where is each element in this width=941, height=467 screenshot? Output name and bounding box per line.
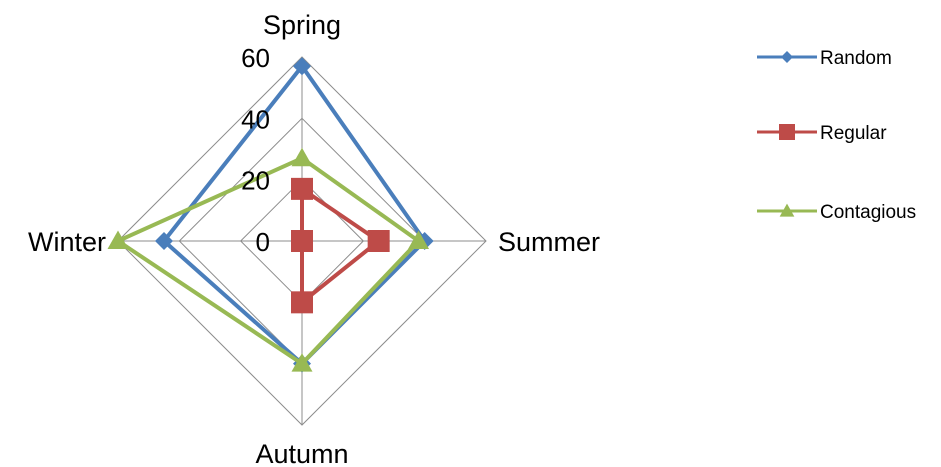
point-contagious-spring bbox=[291, 147, 313, 167]
category-labels: Spring Summer Autumn Winter bbox=[28, 10, 600, 467]
legend-item-contagious: Contagious bbox=[757, 202, 916, 223]
tick-label-40: 40 bbox=[241, 104, 270, 134]
legend: Random Regular Contagious bbox=[757, 48, 916, 223]
category-label-spring: Spring bbox=[263, 10, 341, 40]
tick-label-0: 0 bbox=[256, 227, 270, 257]
legend-marker-random bbox=[781, 51, 793, 63]
radial-tick-labels: 0 20 40 60 bbox=[241, 43, 270, 257]
series-line-random bbox=[161, 62, 428, 367]
point-regular-winter bbox=[291, 230, 313, 252]
point-random-winter bbox=[155, 232, 173, 250]
series-contagious bbox=[107, 147, 430, 372]
point-random-spring bbox=[293, 57, 311, 76]
series-random bbox=[155, 57, 434, 373]
legend-item-random: Random bbox=[757, 48, 892, 69]
point-contagious-autumn bbox=[291, 353, 313, 372]
legend-marker-shape-regular bbox=[779, 124, 795, 140]
legend-marker-shape-contagious bbox=[779, 203, 795, 217]
point-contagious-summer bbox=[408, 230, 430, 249]
point-regular-autumn bbox=[291, 291, 313, 314]
point-regular-spring bbox=[291, 177, 313, 200]
category-label-autumn: Autumn bbox=[255, 439, 348, 467]
point-regular-summer bbox=[367, 230, 390, 252]
legend-label-random: Random bbox=[820, 48, 892, 69]
legend-item-regular: Regular bbox=[757, 123, 887, 144]
category-label-winter: Winter bbox=[28, 227, 106, 257]
legend-label-regular: Regular bbox=[820, 123, 887, 144]
legend-marker-regular bbox=[779, 124, 795, 140]
point-contagious-winter bbox=[107, 230, 129, 249]
tick-label-60: 60 bbox=[241, 43, 270, 73]
legend-marker-contagious bbox=[779, 203, 795, 217]
legend-marker-shape-random bbox=[781, 51, 793, 63]
tick-label-20: 20 bbox=[241, 166, 270, 196]
series-regular bbox=[291, 177, 390, 314]
radar-series bbox=[107, 57, 434, 373]
category-label-summer: Summer bbox=[498, 227, 600, 257]
legend-label-contagious: Contagious bbox=[820, 202, 916, 223]
